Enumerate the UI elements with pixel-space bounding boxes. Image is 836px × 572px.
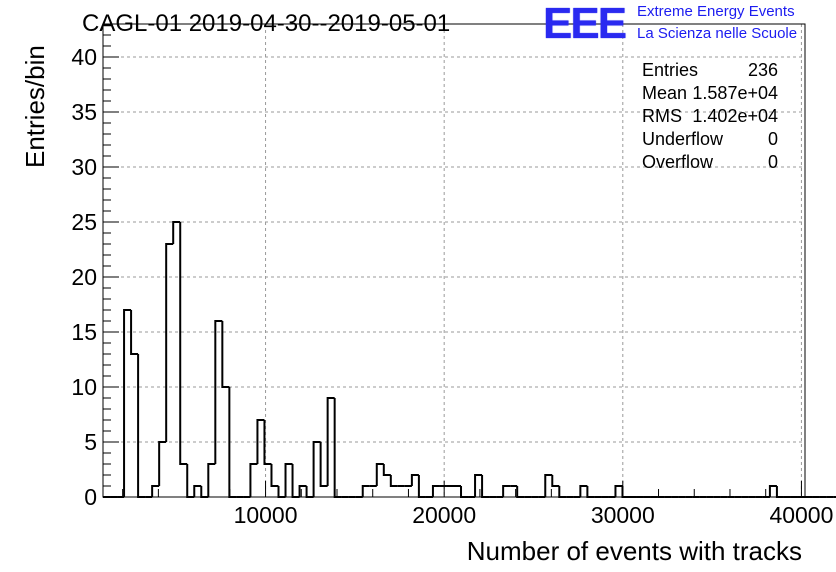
histogram-bin <box>193 485 202 497</box>
stat-value-rms: 1.402e+04 <box>692 106 778 126</box>
x-tick-label: 40000 <box>769 502 833 528</box>
y-tick-label: 10 <box>71 374 97 400</box>
histogram-bin <box>172 221 181 244</box>
histogram-bin <box>382 464 391 476</box>
x-tick-label: 20000 <box>412 502 476 528</box>
histogram-bin <box>410 474 419 486</box>
stat-label-entries: Entries <box>642 60 699 80</box>
histogram-bin <box>305 486 314 498</box>
histogram-bin <box>614 485 623 497</box>
histogram-bin <box>270 464 279 487</box>
plot-frame <box>102 23 806 498</box>
stat-value-mean: 1.587e+04 <box>692 83 778 103</box>
histogram-bin <box>214 320 223 464</box>
histogram-bin <box>775 486 784 498</box>
histogram-bin <box>179 222 188 465</box>
histogram-bin <box>333 398 342 498</box>
y-tick-label: 40 <box>71 44 97 70</box>
y-tick-label: 35 <box>71 99 97 125</box>
histogram-bin <box>417 475 426 498</box>
eee-logo: EEE <box>543 0 627 48</box>
histogram-bin <box>298 485 307 497</box>
histogram-bin <box>186 464 195 498</box>
histogram-bin <box>319 442 328 487</box>
histogram-bin <box>158 441 167 486</box>
histogram-bin <box>221 321 230 388</box>
y-tick-label: 20 <box>71 264 97 290</box>
histogram-bin <box>516 486 525 498</box>
histogram-bin <box>130 310 139 355</box>
axis-ticks: 0 5 10 15 20 25 30 35 40 10000 20000 30000 40000 <box>71 23 833 528</box>
histogram-bin <box>326 397 335 486</box>
histogram-bin <box>375 463 384 486</box>
histogram-bin <box>249 463 258 497</box>
histogram-bin <box>551 475 560 487</box>
histogram-bin <box>361 485 370 497</box>
stat-value-entries: 236 <box>747 60 778 80</box>
histogram-bin <box>165 243 174 442</box>
stat-label-overflow: Overflow <box>642 152 714 172</box>
x-axis-label: Number of events with tracks <box>466 536 802 566</box>
stat-label-underflow: Underflow <box>642 129 724 149</box>
y-tick-label: 30 <box>71 154 97 180</box>
histogram-bin <box>481 475 490 498</box>
histogram-bin <box>544 474 553 497</box>
chart-title: CAGL-01 2019-04-30--2019-05-01 <box>82 10 451 37</box>
histogram-bin <box>621 486 630 498</box>
y-tick-label: 25 <box>71 209 97 235</box>
histogram-bin <box>291 464 300 498</box>
logo-line-1: Extreme Energy Events <box>637 3 795 20</box>
stat-label-mean: Mean <box>642 83 688 103</box>
histogram-bin <box>277 486 286 498</box>
histogram-bin <box>389 475 398 487</box>
x-tick-label: 10000 <box>234 502 298 528</box>
histogram-bin <box>200 486 209 498</box>
histogram-bin <box>207 463 216 497</box>
histogram-bin <box>312 441 321 497</box>
y-tick-label: 15 <box>71 319 97 345</box>
histogram-bin <box>579 485 588 497</box>
histogram-bin <box>502 485 511 497</box>
histogram-bin <box>151 485 160 497</box>
stat-value-underflow: 0 <box>767 129 778 149</box>
histogram-bin <box>586 486 595 498</box>
histogram-bin <box>263 420 272 465</box>
stat-value-overflow: 0 <box>767 152 778 172</box>
histogram-bin <box>123 309 132 497</box>
grid-lines <box>103 24 805 497</box>
histogram-bin <box>558 486 567 498</box>
x-tick-label: 30000 <box>591 502 655 528</box>
histogram-bin <box>284 463 293 497</box>
logo-line-2: La Scienza nelle Scuole <box>637 25 798 42</box>
y-tick-label: 0 <box>84 484 97 510</box>
histogram-bin <box>460 486 469 498</box>
histogram-bin <box>137 354 146 498</box>
histogram-bin <box>256 419 265 464</box>
stat-label-rms: RMS <box>642 106 682 126</box>
histogram-bin <box>474 474 483 497</box>
histogram-bin <box>768 485 777 497</box>
histogram-bin <box>431 485 440 497</box>
y-axis-label: Entries/bin <box>20 45 50 168</box>
y-tick-label: 5 <box>84 429 97 455</box>
